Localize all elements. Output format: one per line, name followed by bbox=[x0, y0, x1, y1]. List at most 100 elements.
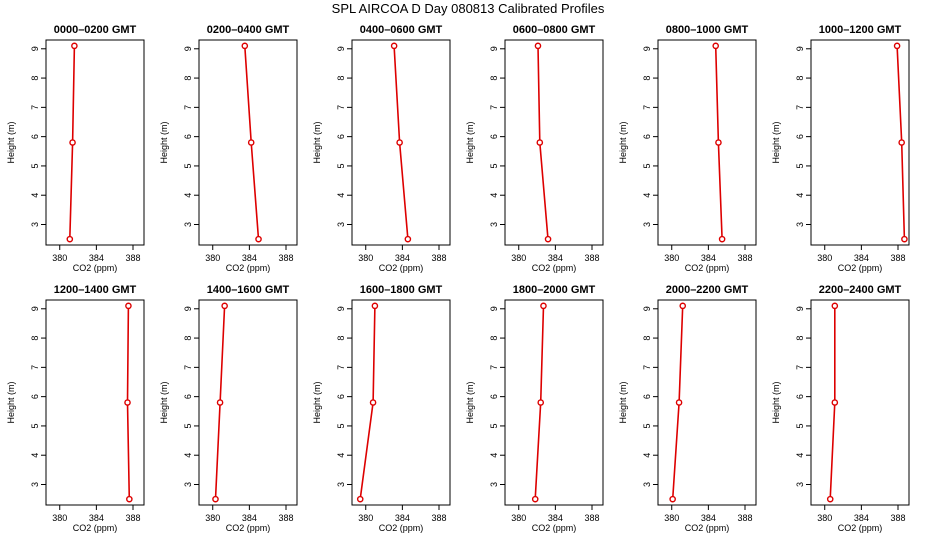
y-tick-label: 6 bbox=[30, 394, 40, 399]
y-tick-label: 5 bbox=[795, 163, 805, 168]
y-tick-label: 5 bbox=[30, 163, 40, 168]
y-tick-label: 4 bbox=[183, 193, 193, 198]
panel-title: 1200–1400 GMT bbox=[54, 284, 137, 296]
y-tick-label: 6 bbox=[336, 394, 346, 399]
y-tick-label: 3 bbox=[642, 482, 652, 487]
data-point bbox=[66, 235, 74, 243]
y-tick-label: 8 bbox=[795, 76, 805, 81]
y-tick-label: 3 bbox=[183, 222, 193, 227]
y-tick-label: 4 bbox=[795, 193, 805, 198]
x-tick-label: 380 bbox=[817, 513, 832, 523]
y-tick-label: 4 bbox=[489, 193, 499, 198]
data-point bbox=[69, 139, 76, 146]
y-tick-label: 8 bbox=[183, 76, 193, 81]
data-point bbox=[826, 495, 834, 503]
panel-title: 1800–2000 GMT bbox=[513, 284, 596, 296]
y-tick-label: 9 bbox=[336, 306, 346, 311]
data-point bbox=[898, 139, 905, 146]
data-point bbox=[125, 302, 132, 310]
y-tick-label: 3 bbox=[30, 222, 40, 227]
x-tick-label: 384 bbox=[854, 253, 869, 263]
y-axis-label: Height (m) bbox=[618, 121, 628, 163]
y-tick-label: 7 bbox=[183, 105, 193, 110]
x-axis-label: CO2 (ppm) bbox=[532, 263, 577, 273]
y-tick-label: 8 bbox=[336, 76, 346, 81]
data-point bbox=[369, 399, 377, 406]
panel-title: 2200–2400 GMT bbox=[819, 284, 902, 296]
y-tick-label: 3 bbox=[489, 482, 499, 487]
x-tick-label: 384 bbox=[395, 513, 410, 523]
y-tick-label: 7 bbox=[183, 365, 193, 370]
y-tick-label: 9 bbox=[183, 46, 193, 51]
y-tick-label: 7 bbox=[642, 365, 652, 370]
x-axis-label: CO2 (ppm) bbox=[73, 523, 118, 533]
x-tick-label: 380 bbox=[817, 253, 832, 263]
panel-2: 0200–0400 GMT 380 384 388 CO2 (ppm) 3 4 5 6 7 8 9 He… bbox=[159, 24, 298, 273]
y-tick-label: 5 bbox=[183, 163, 193, 168]
x-tick-label: 384 bbox=[242, 513, 257, 523]
data-point bbox=[124, 399, 131, 406]
y-axis-label: Height (m) bbox=[465, 121, 475, 163]
x-tick-label: 388 bbox=[431, 513, 446, 523]
x-tick-label: 380 bbox=[511, 513, 526, 523]
y-tick-label: 8 bbox=[183, 336, 193, 341]
plot-frame bbox=[657, 39, 757, 246]
x-tick-label: 384 bbox=[854, 513, 869, 523]
y-tick-label: 4 bbox=[30, 453, 40, 458]
y-tick-label: 5 bbox=[642, 163, 652, 168]
y-tick-label: 8 bbox=[336, 336, 346, 341]
panel-title: 0400–0600 GMT bbox=[360, 24, 443, 36]
x-tick-label: 388 bbox=[278, 253, 293, 263]
x-axis-label: CO2 (ppm) bbox=[379, 263, 424, 273]
data-point bbox=[712, 42, 720, 50]
x-tick-label: 384 bbox=[548, 253, 563, 263]
y-tick-label: 7 bbox=[489, 365, 499, 370]
x-tick-label: 380 bbox=[358, 513, 373, 523]
y-tick-label: 4 bbox=[642, 193, 652, 198]
y-tick-label: 6 bbox=[336, 134, 346, 139]
panel-7: 1200–1400 GMT 380 384 388 CO2 (ppm) 3 4 5 6 7 8 9 He… bbox=[6, 284, 145, 533]
data-point bbox=[669, 495, 676, 503]
y-tick-label: 6 bbox=[489, 394, 499, 399]
y-tick-label: 3 bbox=[795, 482, 805, 487]
x-axis-label: CO2 (ppm) bbox=[838, 523, 883, 533]
panel-title: 1000–1200 GMT bbox=[819, 24, 902, 36]
y-tick-label: 7 bbox=[336, 105, 346, 110]
data-point bbox=[540, 302, 547, 310]
x-tick-label: 384 bbox=[89, 513, 104, 523]
y-axis-label: Height (m) bbox=[312, 381, 322, 423]
y-tick-label: 7 bbox=[795, 365, 805, 370]
data-point bbox=[221, 302, 228, 310]
y-tick-label: 4 bbox=[336, 453, 346, 458]
y-tick-label: 3 bbox=[183, 482, 193, 487]
plot-frame bbox=[45, 299, 145, 506]
panel-title: 0200–0400 GMT bbox=[207, 24, 290, 36]
y-tick-label: 4 bbox=[30, 193, 40, 198]
y-tick-label: 5 bbox=[30, 423, 40, 428]
plot-frame bbox=[504, 39, 604, 246]
data-point bbox=[216, 399, 224, 406]
y-tick-label: 3 bbox=[642, 222, 652, 227]
data-point bbox=[831, 399, 839, 406]
panel-9: 1600–1800 GMT 380 384 388 CO2 (ppm) 3 4 5 6 7 8 9 He… bbox=[312, 284, 451, 533]
plot-frame bbox=[504, 299, 604, 506]
x-axis-label: CO2 (ppm) bbox=[685, 523, 730, 533]
data-point bbox=[679, 302, 687, 310]
plot-frame bbox=[198, 39, 298, 246]
y-tick-label: 7 bbox=[642, 105, 652, 110]
data-point bbox=[212, 495, 219, 503]
data-point bbox=[255, 235, 262, 243]
x-tick-label: 388 bbox=[125, 513, 140, 523]
data-point bbox=[356, 495, 364, 503]
x-axis-label: CO2 (ppm) bbox=[685, 263, 730, 273]
y-tick-label: 4 bbox=[642, 453, 652, 458]
y-tick-label: 9 bbox=[30, 306, 40, 311]
x-tick-label: 384 bbox=[701, 253, 716, 263]
panel-10: 1800–2000 GMT 380 384 388 CO2 (ppm) 3 4 5 6 7 8 9 He… bbox=[465, 284, 604, 533]
plot-frame bbox=[810, 299, 910, 506]
x-axis-label: CO2 (ppm) bbox=[532, 523, 577, 533]
x-axis-label: CO2 (ppm) bbox=[226, 523, 271, 533]
x-tick-label: 380 bbox=[52, 253, 67, 263]
y-tick-label: 4 bbox=[336, 193, 346, 198]
